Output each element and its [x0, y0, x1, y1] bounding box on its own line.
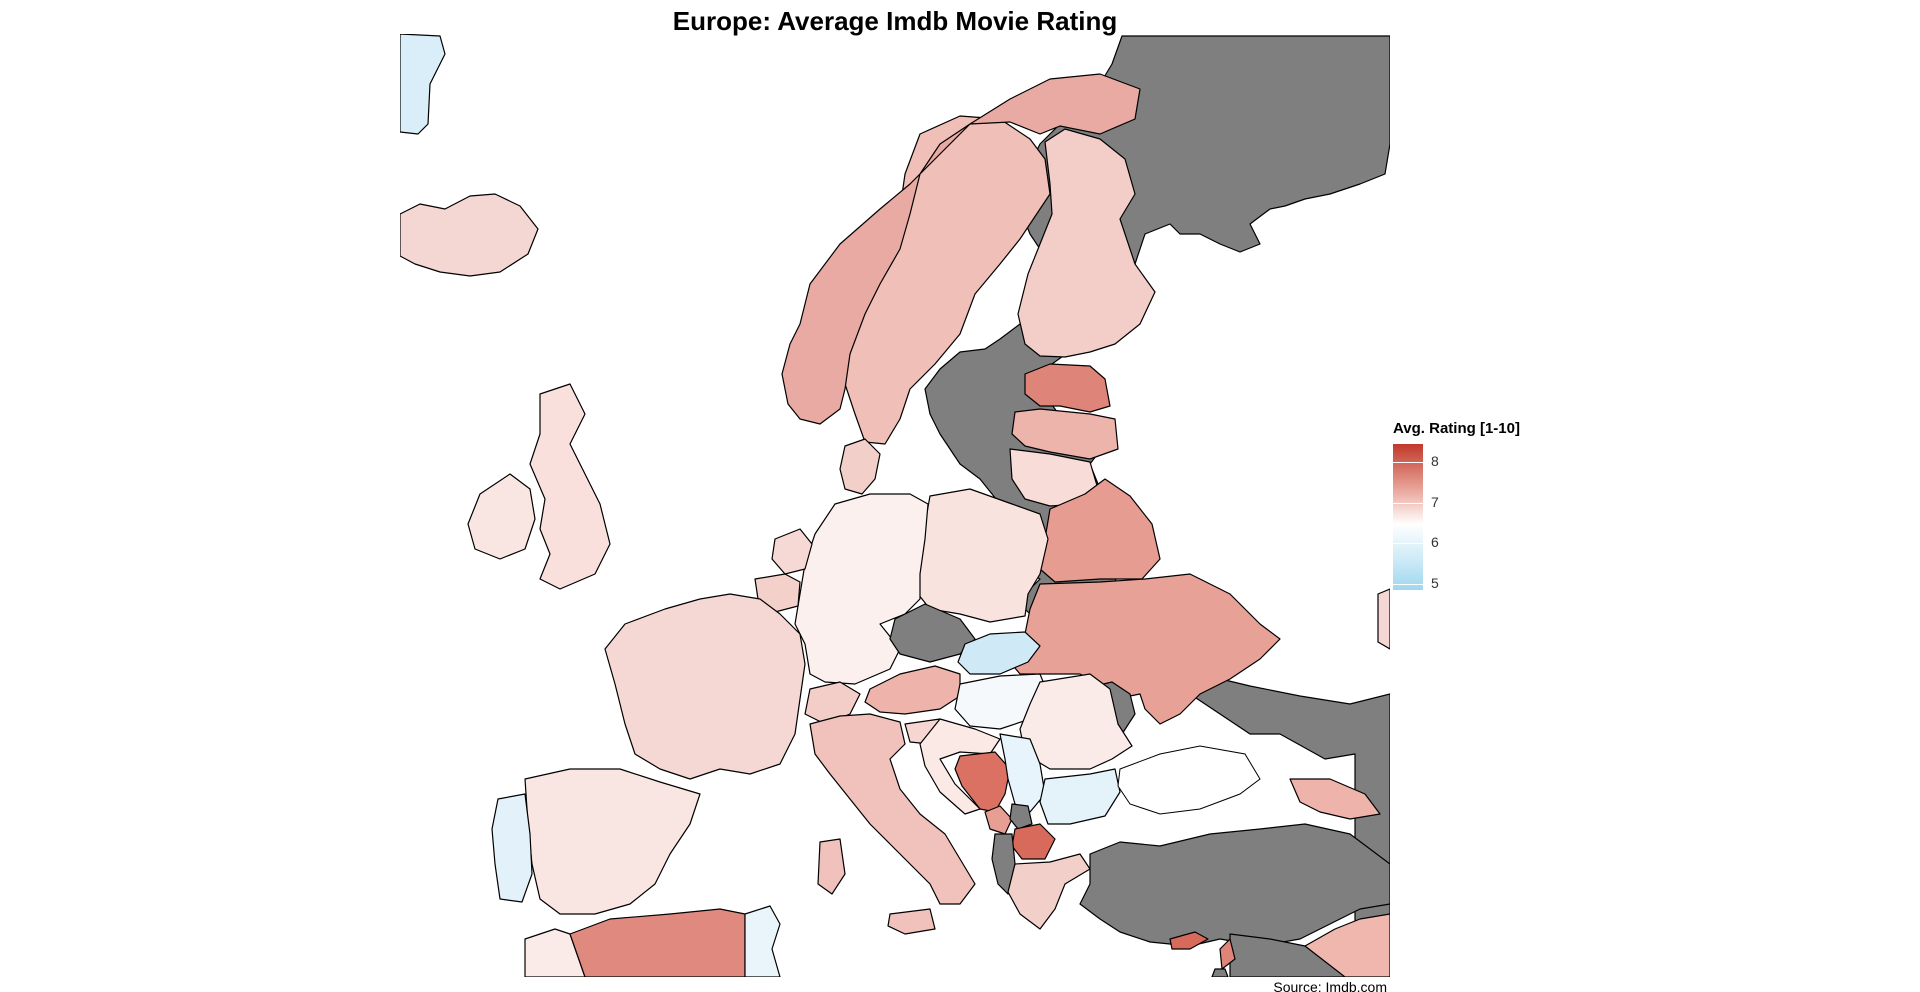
- legend-tick-label: 6: [1431, 534, 1439, 551]
- region-croatia: Croatia: [919, 718, 1001, 815]
- region-norway: Norway: [781, 73, 1141, 425]
- region-united-kingdom: United Kingdom: [529, 383, 611, 590]
- region-iraq: Iraq: [1304, 913, 1390, 977]
- region-italy: Italy: [809, 713, 976, 905]
- legend-color-bar: [1393, 444, 1423, 590]
- region-greenland: Greenland (edge): [400, 34, 446, 135]
- region-greece: Greece: [1007, 853, 1091, 930]
- region-cyprus: Cyprus: [1169, 931, 1209, 950]
- region-tunisia: Tunisia: [744, 905, 781, 977]
- legend-tick-mark: [1393, 543, 1423, 545]
- legend-tick-label: 5: [1431, 574, 1439, 591]
- region-czech-republic: Czech Republic: [889, 603, 976, 663]
- region-serbia: Serbia: [999, 733, 1046, 813]
- region-montenegro: Montenegro: [984, 805, 1013, 835]
- region-estonia: Estonia: [1024, 363, 1111, 413]
- region-iceland: Iceland: [400, 193, 539, 277]
- legend-tick-mark: [1393, 502, 1423, 504]
- region-israel: Israel: [1211, 968, 1229, 977]
- legend-tick-mark: [1393, 583, 1423, 585]
- region-portugal: Portugal: [491, 793, 533, 903]
- color-legend: Avg. Rating [1-10] 8 7 6 5: [1393, 420, 1553, 591]
- black-sea: [1117, 745, 1261, 815]
- region-north-macedonia: North Macedonia: [1011, 823, 1056, 860]
- legend-title: Avg. Rating [1-10]: [1393, 420, 1520, 437]
- europe-choropleth-map: Greenland (edge) Iceland Russia Finland …: [400, 34, 1390, 977]
- region-bulgaria: Bulgaria: [1039, 768, 1121, 825]
- source-caption: Source: Imdb.com: [1273, 979, 1387, 992]
- legend-tick-label: 8: [1431, 453, 1439, 470]
- region-slovakia: Slovakia: [957, 631, 1041, 675]
- region-denmark: Denmark: [839, 438, 881, 495]
- region-kazakhstan-edge: Kazakhstan (edge): [1377, 588, 1390, 650]
- region-lebanon: Lebanon: [1219, 938, 1236, 970]
- region-turkey: Turkey: [1079, 823, 1390, 947]
- region-france: France: [604, 593, 806, 780]
- region-ireland: Ireland: [467, 473, 536, 560]
- legend-tick-label: 7: [1431, 493, 1439, 510]
- region-finland: Finland: [1017, 128, 1156, 358]
- region-romania: Romania: [1019, 673, 1133, 770]
- region-latvia: Latvia: [1011, 408, 1119, 460]
- region-switzerland: Switzerland: [804, 681, 861, 725]
- region-austria: Austria: [864, 665, 961, 715]
- region-netherlands: Netherlands: [771, 528, 813, 575]
- region-spain: Spain: [524, 768, 701, 915]
- map-title: Europe: Average Imdb Movie Rating: [672, 6, 1118, 36]
- region-albania: Albania: [991, 833, 1016, 895]
- legend-tick-mark: [1393, 462, 1423, 464]
- region-kosovo: Kosovo: [1009, 803, 1033, 830]
- region-georgia: Georgia: [1289, 778, 1381, 820]
- region-italy-sicily: Italy: [887, 908, 936, 935]
- region-italy-sardinia: Italy: [817, 838, 846, 895]
- region-algeria: Algeria: [569, 908, 746, 977]
